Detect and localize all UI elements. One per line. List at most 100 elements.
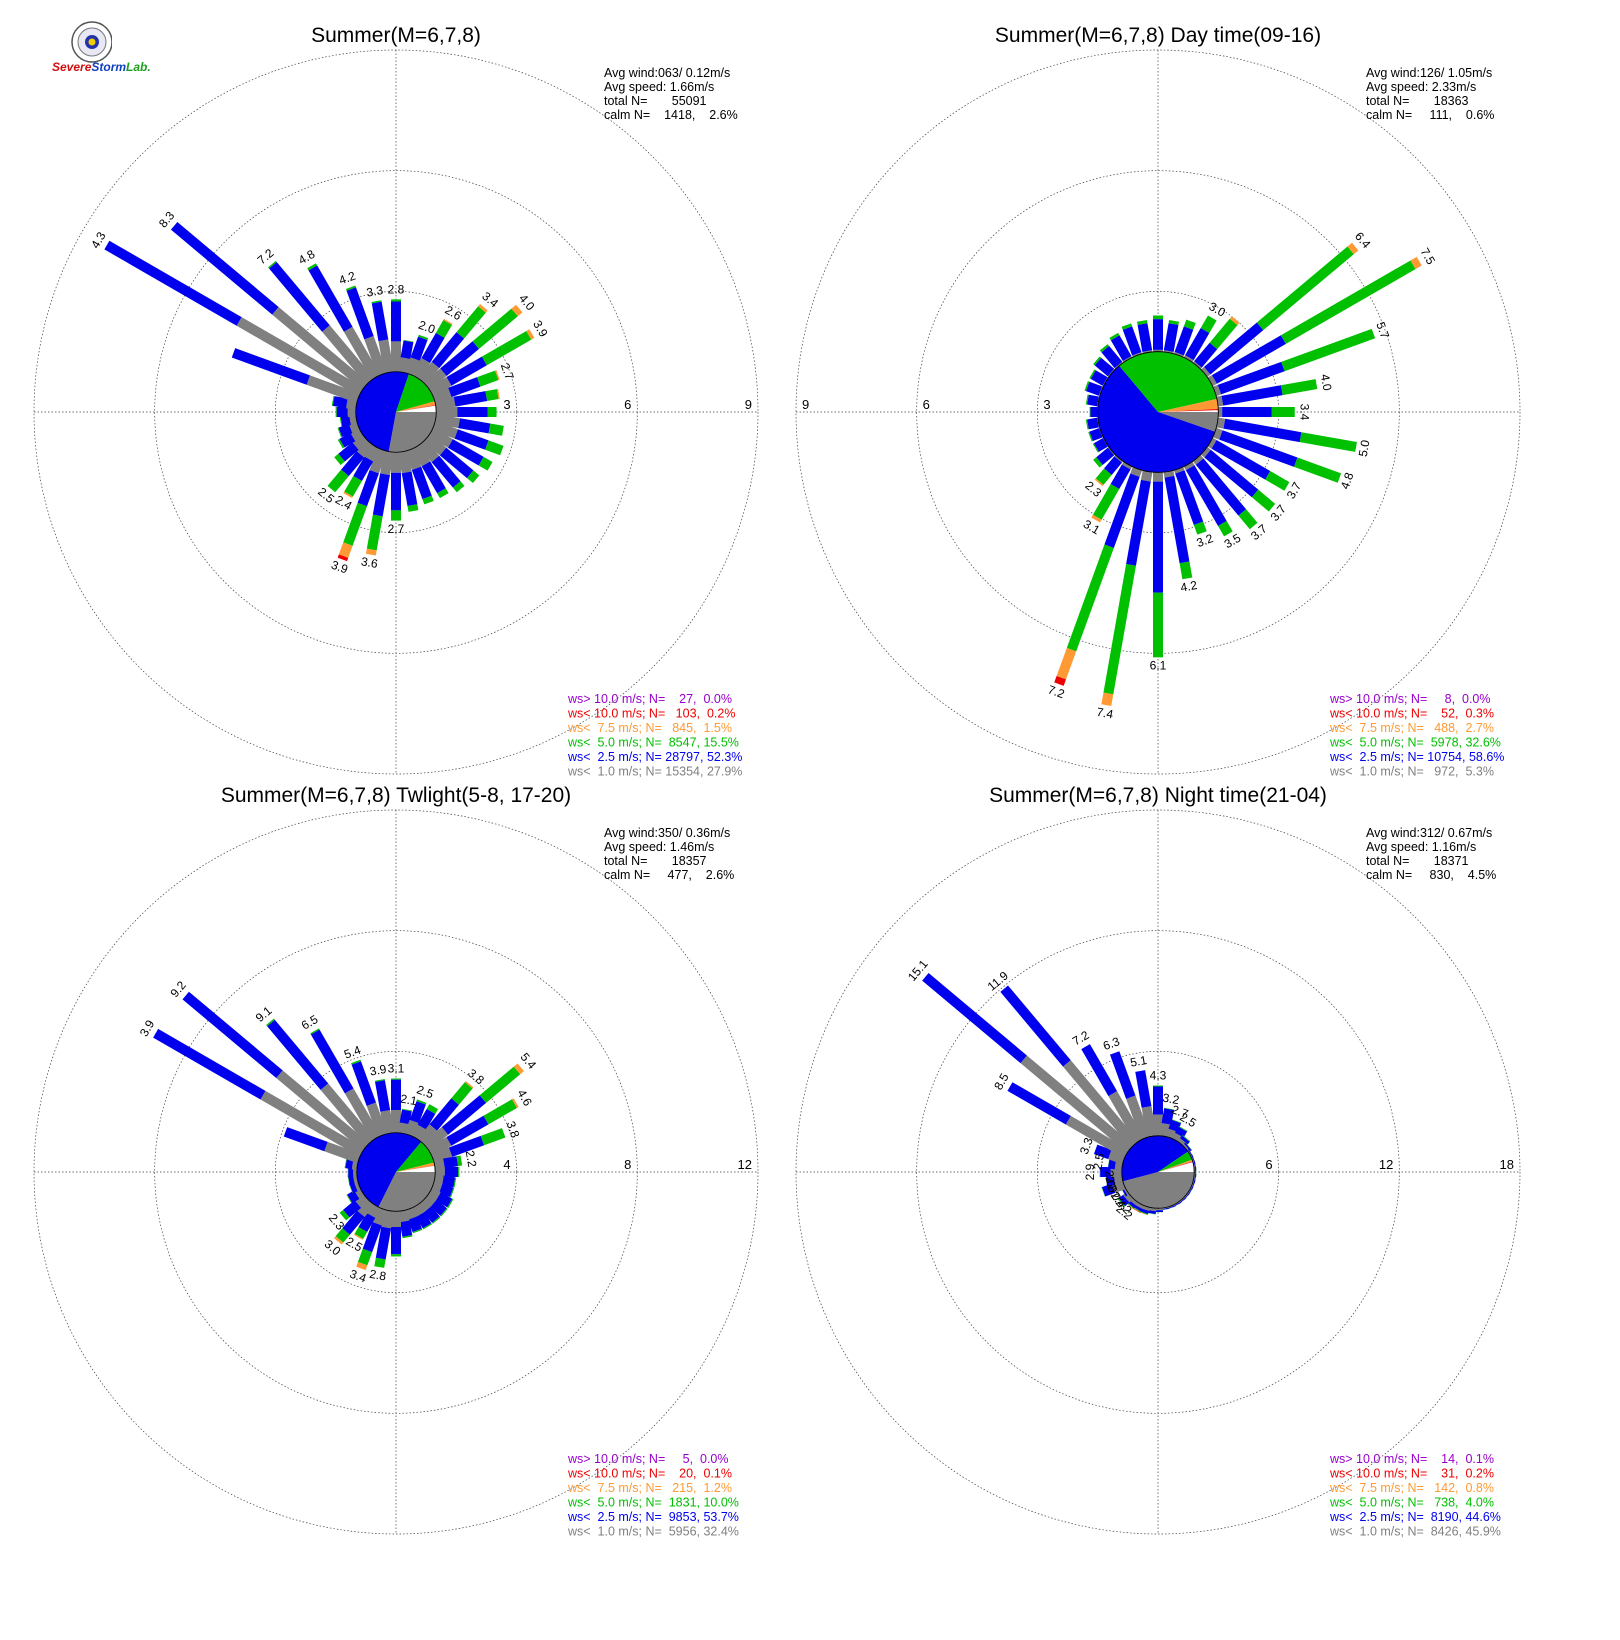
legend-entry: ws< 1.0 m/s; N= 8426, 45.9% bbox=[1329, 1525, 1501, 1539]
rose-bar-segment bbox=[1090, 370, 1108, 386]
rose-bar-segment bbox=[352, 434, 369, 450]
rose-bar-segment bbox=[427, 1137, 452, 1157]
rose-bar-segment bbox=[391, 341, 401, 372]
rose-bar-segment bbox=[1161, 1108, 1175, 1125]
rose-bar-segment bbox=[1219, 430, 1298, 467]
rose-bar-segment bbox=[391, 1109, 401, 1133]
logo-word-lab: Lab. bbox=[126, 60, 151, 74]
bar-value-label: 2.7 bbox=[388, 522, 405, 536]
rose-bar-segment bbox=[1211, 440, 1271, 480]
ring-tick-label: 6 bbox=[624, 397, 631, 412]
bar-value-label: 3.9 bbox=[369, 1062, 388, 1079]
rose-bar-segment bbox=[1164, 1107, 1175, 1111]
stats-line: total N= 18357 bbox=[604, 854, 707, 868]
rose-bar-segment bbox=[423, 368, 447, 390]
rose-bar-segment bbox=[338, 442, 359, 462]
bar-value-label: 4.2 bbox=[1179, 578, 1198, 595]
rose-bar-segment bbox=[1108, 1091, 1145, 1144]
rose-bar-segment bbox=[1164, 475, 1190, 564]
rose-bar-segment bbox=[435, 320, 452, 338]
rose-bar-segment bbox=[401, 1108, 412, 1112]
bar-value-label: 2.7 bbox=[1170, 1102, 1191, 1121]
rose-bar-segment bbox=[372, 1207, 388, 1226]
bar-value-label: 2.0 bbox=[1104, 1182, 1124, 1203]
rose-bar-segment bbox=[446, 356, 487, 386]
rose-bar-segment bbox=[343, 502, 367, 546]
rose-bar-segment bbox=[435, 1192, 453, 1208]
rose-bar-segment bbox=[1054, 675, 1067, 686]
bar-value-label: 2.1 bbox=[399, 1092, 418, 1109]
calm-pie-slice bbox=[396, 1162, 435, 1172]
rose-bar-segment bbox=[398, 450, 412, 474]
rose-bar-segment bbox=[1347, 242, 1359, 255]
rose-bar-segment bbox=[1114, 455, 1124, 463]
rose-bar-segment bbox=[1089, 428, 1103, 442]
rose-bar-segment bbox=[391, 1254, 401, 1257]
rose-bar-segment bbox=[307, 263, 318, 271]
bar-value-label: 3.1 bbox=[388, 1062, 405, 1076]
calm-pie-slice bbox=[396, 1165, 435, 1172]
rose-bar-segment bbox=[1216, 395, 1224, 407]
rose-bar-segment bbox=[1142, 350, 1153, 354]
rose-bar-segment bbox=[448, 377, 481, 398]
ring-tick-label: 8 bbox=[624, 1157, 631, 1172]
rose-bar-segment bbox=[1095, 468, 1112, 485]
rose-bar-segment bbox=[391, 1211, 401, 1228]
rose-bar-segment bbox=[1256, 246, 1354, 331]
rose-bar-segment bbox=[446, 1115, 489, 1146]
rose-bar-segment bbox=[1193, 521, 1207, 535]
rose-bar-segment bbox=[1183, 355, 1194, 363]
rose-bar-segment bbox=[440, 341, 480, 377]
stats-line: Avg speed: 1.46m/s bbox=[604, 840, 714, 854]
calm-pie-slice bbox=[1158, 1161, 1193, 1172]
logo-word-storm: Storm bbox=[91, 60, 127, 74]
rose-bar-segment bbox=[448, 1135, 485, 1157]
rose-bar-segment bbox=[1180, 1135, 1190, 1145]
rose-bar-segment bbox=[356, 1261, 368, 1271]
rose-bar-segment bbox=[426, 1104, 439, 1114]
rose-bar-segment bbox=[458, 1167, 460, 1177]
rose-bar-segment bbox=[371, 301, 389, 342]
rose-bar-segment bbox=[391, 510, 401, 521]
rose-bar-segment bbox=[1179, 561, 1193, 580]
rose-bar-segment bbox=[1093, 457, 1103, 468]
rose-bar-segment bbox=[347, 1190, 360, 1204]
rose-bar-segment bbox=[453, 1177, 457, 1188]
rose-bar-segment bbox=[402, 1235, 413, 1239]
legend-entry: ws> 10.0 m/s; N= 27, 0.0% bbox=[567, 692, 732, 706]
rose-bar-segment bbox=[331, 395, 335, 406]
stats-line: Avg wind:350/ 0.36m/s bbox=[604, 826, 730, 840]
rose-bar-segment bbox=[1107, 1158, 1110, 1169]
rose-bar-segment bbox=[345, 285, 356, 291]
rose-bar-segment bbox=[351, 1059, 361, 1065]
rose-bar-segment bbox=[405, 448, 422, 471]
rose-bar-segment bbox=[1132, 352, 1143, 358]
rose-bar-segment bbox=[1153, 481, 1163, 593]
rose-bar-segment bbox=[1194, 342, 1218, 368]
ring-tick-label: 18 bbox=[1500, 1157, 1514, 1172]
calm-circle-outline bbox=[1121, 1135, 1195, 1209]
rose-bar-segment bbox=[464, 1080, 474, 1089]
rose-bar-segment bbox=[182, 991, 283, 1079]
rose-bar-segment bbox=[478, 456, 493, 471]
rose-bar-segment bbox=[1118, 1194, 1130, 1207]
rose-bar-segment bbox=[357, 1198, 375, 1218]
rose-bar-segment bbox=[437, 488, 449, 499]
rose-bar-segment bbox=[418, 334, 429, 341]
stats-line: total N= 18363 bbox=[1366, 94, 1469, 108]
rose-bar-segment bbox=[362, 1222, 382, 1253]
rose-bar-segment bbox=[1200, 315, 1217, 333]
rose-bar-segment bbox=[1063, 1060, 1139, 1148]
rose-bar-segment bbox=[1201, 446, 1211, 458]
bar-value-label: 3.4 bbox=[348, 1267, 369, 1286]
rose-bar-segment bbox=[432, 1216, 441, 1224]
rose-bar-segment bbox=[1104, 473, 1140, 548]
rose-bar-segment bbox=[231, 348, 311, 385]
rose-bar-segment bbox=[369, 448, 387, 474]
bar-value-label: 3.2 bbox=[1161, 1091, 1180, 1108]
rose-bar-segment bbox=[411, 357, 431, 380]
rose-bar-segment bbox=[1216, 417, 1226, 429]
rose-bar-segment bbox=[332, 396, 348, 409]
rose-bar-segment bbox=[1184, 1142, 1192, 1152]
rose-bar-segment bbox=[1410, 256, 1422, 270]
